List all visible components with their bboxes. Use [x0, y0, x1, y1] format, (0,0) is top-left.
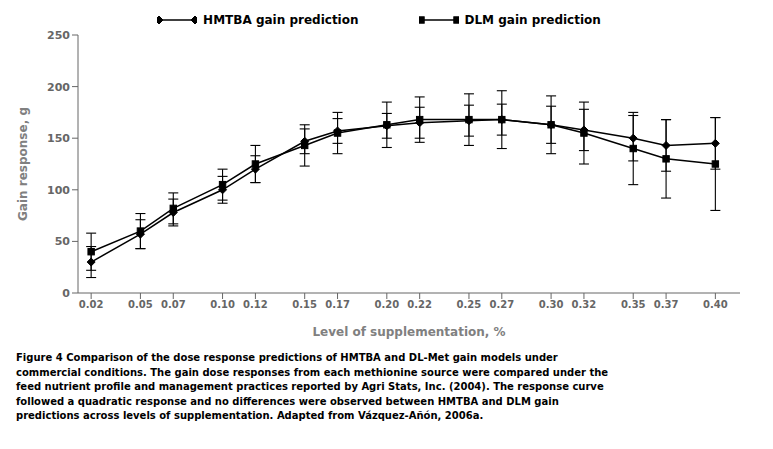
- svg-text:0: 0: [62, 287, 70, 300]
- svg-text:0.20: 0.20: [374, 299, 399, 310]
- html-text:HMTBA gain prediction: HMTBA gain prediction: [203, 13, 359, 27]
- html-text:DLM gain prediction: DLM gain prediction: [464, 13, 601, 27]
- html-text:Figure 4 Comparison of the dos: Figure 4 Comparison of the dose response…: [16, 352, 558, 363]
- svg-text:0.25: 0.25: [457, 299, 482, 310]
- svg-text:0.32: 0.32: [572, 299, 597, 310]
- svg-text:0.02: 0.02: [79, 299, 104, 310]
- svg-text:50: 50: [55, 235, 71, 248]
- svg-text:0.22: 0.22: [407, 299, 432, 310]
- html-text:feed nutrient profile and mana: feed nutrient profile and management pra…: [16, 381, 604, 392]
- svg-text:250: 250: [47, 29, 70, 42]
- svg-text:0.12: 0.12: [243, 299, 268, 310]
- svg-text:0.07: 0.07: [161, 299, 186, 310]
- svg-text:0.35: 0.35: [621, 299, 646, 310]
- svg-text:200: 200: [47, 81, 70, 94]
- svg-text:150: 150: [47, 132, 70, 145]
- svg-text:0.30: 0.30: [539, 299, 564, 310]
- svg-text:0.05: 0.05: [128, 299, 153, 310]
- svg-text:0.27: 0.27: [489, 299, 514, 310]
- html-text:predictions across levels of s: predictions across levels of supplementa…: [16, 410, 484, 421]
- html-text:commercial conditions. The gai: commercial conditions. The gain dose res…: [16, 366, 609, 378]
- svg-text:Gain response, g: Gain response, g: [16, 107, 30, 221]
- svg-text:0.37: 0.37: [654, 299, 679, 310]
- html-text:followed a quadratic response: followed a quadratic response and no dif…: [16, 395, 559, 407]
- svg-text:0.15: 0.15: [292, 299, 317, 310]
- svg-text:0.17: 0.17: [325, 299, 350, 310]
- svg-text:Level of supplementation, %: Level of supplementation, %: [312, 325, 505, 339]
- svg-text:100: 100: [47, 184, 70, 197]
- svg-text:0.40: 0.40: [703, 299, 728, 310]
- svg-text:0.10: 0.10: [210, 299, 235, 310]
